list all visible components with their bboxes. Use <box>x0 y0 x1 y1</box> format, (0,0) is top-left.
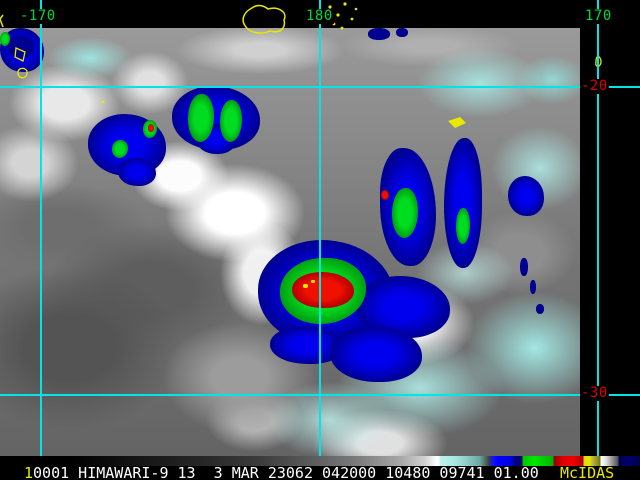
island-coastline-icon <box>17 67 28 79</box>
storm-cold-shield <box>330 326 422 382</box>
parallel-line <box>0 86 640 88</box>
meridian-line <box>319 0 321 466</box>
parallel-line <box>0 394 640 396</box>
latitude-label-30s: -30 <box>580 385 609 401</box>
longitude-label-left: -170 <box>19 8 57 24</box>
ir-enhancement-colorbar <box>0 456 640 466</box>
storm-coldest-speck <box>303 284 308 288</box>
enhanced-cold-cloud-region <box>0 32 10 46</box>
enhanced-cold-cloud-region <box>8 36 34 58</box>
enhanced-cold-cloud-core <box>112 140 128 158</box>
enhanced-cold-cloud-speck <box>530 280 536 294</box>
island-coastline-icon <box>595 55 602 68</box>
latitude-label-20s: -20 <box>580 78 609 94</box>
longitude-label-right: 170 <box>584 8 613 24</box>
enhanced-cold-cloud-speck <box>368 28 390 40</box>
meridian-line <box>40 0 42 466</box>
storm-core <box>292 272 354 308</box>
enhanced-cold-cloud-core <box>188 94 214 142</box>
frame-annotation-text: 10001 HIMAWARI-9 13 3 MAR 23062 042000 1… <box>24 466 539 480</box>
enhanced-cold-cloud-core <box>220 100 242 142</box>
feeder-band-speck <box>381 190 389 200</box>
status-bar: 10001 HIMAWARI-9 13 3 MAR 23062 042000 1… <box>0 466 640 480</box>
edge-annotation-icon <box>0 14 4 28</box>
enhanced-cold-cloud-speck <box>396 28 408 37</box>
enhanced-cold-cloud-speck <box>536 304 544 314</box>
island-fill-icon <box>448 117 466 128</box>
meridian-line <box>597 0 599 466</box>
feeder-band-core <box>456 208 470 244</box>
enhanced-cold-cloud-region <box>118 158 156 186</box>
enhanced-cold-cloud-speck <box>520 258 528 276</box>
image-info-text: 0001 HIMAWARI-9 13 3 MAR 23062 042000 10… <box>33 464 539 480</box>
mcidas-brand-label: McIDAS <box>560 464 615 480</box>
storm-coldest-speck <box>311 280 315 283</box>
feeder-band-core <box>392 188 418 238</box>
island-coastline-icon <box>14 47 26 62</box>
feeder-band <box>508 176 544 216</box>
frame-number-prefix: 1 <box>24 464 34 480</box>
island-coastline-icon <box>242 4 286 34</box>
feeder-band <box>444 138 482 268</box>
satellite-image-area[interactable] <box>0 28 580 456</box>
enhanced-coldest-speck <box>148 124 154 132</box>
longitude-label-center: 180 <box>305 8 334 24</box>
